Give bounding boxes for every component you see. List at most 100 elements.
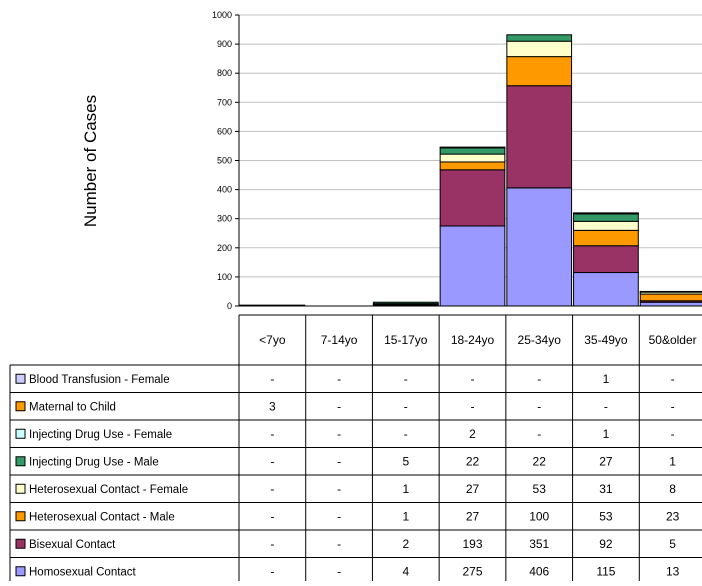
legend-swatch [15,538,26,549]
table-cell: - [270,537,274,551]
y-tick-label: 900 [217,39,232,49]
table-cell: - [337,509,341,523]
table-cell: 115 [596,564,615,578]
bar-segment [573,212,639,215]
table-cell: 22 [533,454,547,468]
legend-label: Bisexual Contact [29,539,116,551]
table-cell: 1 [603,427,610,441]
table-cell: - [537,427,541,441]
table-cell: 27 [599,454,613,468]
y-tick-label: 400 [217,185,232,195]
table-cell: 31 [599,482,613,496]
table-cell: - [604,399,608,413]
legend-swatch [15,401,26,412]
bar-segment [573,245,639,274]
table-cell: - [270,509,274,523]
table-cell: 1 [669,454,676,468]
bar-segment [439,169,506,227]
table-cell: - [270,372,274,386]
table-cell: - [337,564,341,578]
bar-segment [506,40,573,58]
table-cell: 27 [466,509,480,523]
legend-swatch [15,566,26,577]
table-cell: - [337,454,341,468]
table-cell: - [337,537,341,551]
y-tick-label: 200 [217,243,232,253]
table-cell: 406 [529,564,549,578]
table-cell: 2 [469,427,476,441]
table-cell: 5 [402,454,409,468]
bar-segment [573,212,639,222]
y-tick-label: 1000 [212,10,232,20]
bar-segment [439,146,506,149]
bar-layer [239,34,702,307]
table-cell: 100 [529,509,549,523]
y-axis-label: Number of Cases [81,95,100,227]
table-cell: - [270,564,274,578]
legend-label: Heterosexual Contact - Female [29,484,188,496]
table-cell: 1 [603,372,610,386]
table-cell: - [537,399,541,413]
bar-segment [506,56,573,87]
legend-swatch [15,511,26,522]
category-label: 50&older [649,333,697,347]
legend-label: Maternal to Child [29,401,116,413]
table-cell: - [270,454,274,468]
table-cell: 4 [402,564,409,578]
table-cell: 275 [462,564,482,578]
table-cell: - [471,399,475,413]
axis-layer: 0 100 200 300 400 500 600 700 800 900 1000 [212,10,702,311]
category-label: 15-17yo [384,333,428,347]
legend-swatch [15,483,26,494]
table-cell: 23 [666,509,680,523]
table-cell: - [671,372,675,386]
category-label: 18-24yo [451,333,495,347]
table-cell: 2 [402,537,409,551]
table-cell: 53 [599,509,613,523]
table-cell: - [337,427,341,441]
table-cell: 351 [529,537,549,551]
data-table: <7yo 7-14yo 15-17yo 18-24yo 25-34yo 35-49yo 50… [9,314,702,586]
bar-segment [506,34,573,42]
category-label: <7yo [259,333,286,347]
bar-segment [573,272,639,307]
legend-label: Homosexual Contact [29,566,137,578]
y-tick-label: 300 [217,214,232,224]
category-label: 7-14yo [321,333,358,347]
y-tick-label: 800 [217,68,232,78]
y-tick-label: 600 [217,126,232,136]
table-cell: - [337,482,341,496]
category-label: 25-34yo [518,333,562,347]
table-cell: - [337,399,341,413]
table-cell: - [337,372,341,386]
bar-segment [439,225,506,307]
bar-segment [506,187,573,307]
category-label: 35-49yo [584,333,628,347]
legend-label: Heterosexual Contact - Male [29,511,175,523]
bar-segment [639,301,702,307]
table-cell: 1 [402,509,409,523]
y-tick-label: 500 [217,156,232,166]
y-tick-label: 0 [227,301,232,311]
table-cell: - [270,427,274,441]
table-cell: 1 [402,482,409,496]
bar-segment [573,229,639,247]
legend-swatch [15,456,26,467]
table-cell: 8 [669,482,676,496]
table-cell: 3 [269,399,276,413]
table-cell: 5 [669,537,676,551]
legend-label: Blood Transfusion - Female [29,374,170,386]
table-cell: - [404,372,408,386]
bar-segment [439,153,506,163]
table-cell: - [270,482,274,496]
y-tick-label: 100 [217,272,232,282]
bar-segment [573,220,639,231]
table-cell: 13 [666,564,680,578]
bar-segment [439,161,506,171]
table-cell: - [671,399,675,413]
y-tick-label: 700 [217,97,232,107]
table-cell: - [404,399,408,413]
table-cell: 92 [599,537,613,551]
